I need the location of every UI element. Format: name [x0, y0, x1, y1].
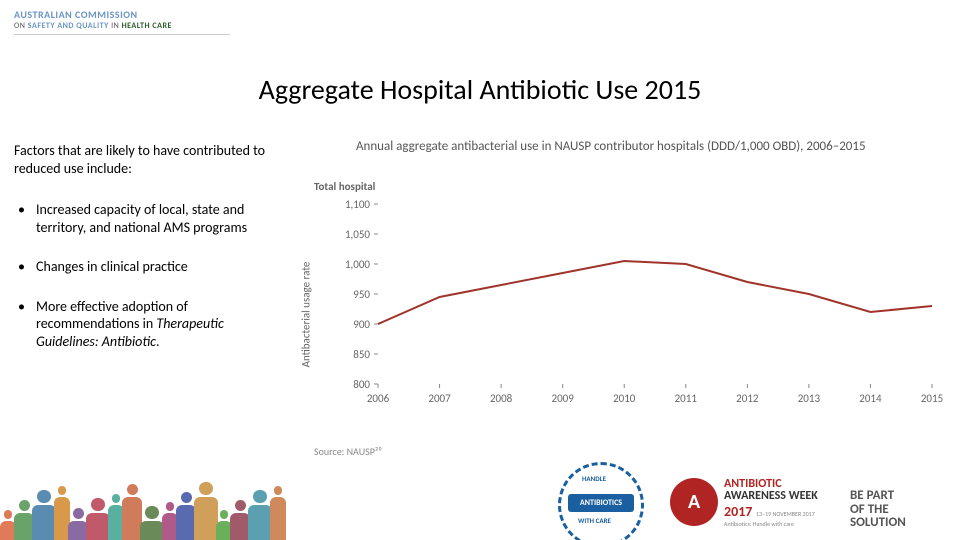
- bullet-item: Increased capacity of local, state and t…: [14, 201, 272, 236]
- person-icon: [270, 486, 286, 540]
- svg-text:2013: 2013: [798, 392, 821, 405]
- person-icon: [194, 482, 218, 540]
- person-icon: [140, 506, 164, 540]
- chart-subtitle: Total hospital: [314, 180, 375, 193]
- svg-text:1,100: 1,100: [345, 198, 370, 211]
- org-line1: AUSTRALIAN COMMISSION: [14, 8, 172, 21]
- handle-with-care-badge: HANDLE ANTIBIOTICS WITH CARE: [558, 468, 648, 536]
- slide: AUSTRALIAN COMMISSION ON SAFETY AND QUAL…: [0, 0, 960, 540]
- chart: Annual aggregate antibacterial use in NA…: [284, 138, 948, 458]
- week-text: ANTIBIOTIC AWARENESS WEEK 2017 13–19 NOV…: [724, 478, 818, 527]
- be-part-badge: BE PART OF THE SOLUTION: [850, 489, 946, 530]
- chart-svg: 800 850 900 950 1,000 1,050 1,100 2006 2007 2008 2…: [342, 198, 938, 408]
- svg-text:2014: 2014: [859, 392, 882, 405]
- svg-text:850: 850: [353, 348, 370, 361]
- slide-title: Aggregate Hospital Antibiotic Use 2015: [0, 72, 960, 107]
- svg-text:900: 900: [353, 318, 370, 331]
- svg-text:2007: 2007: [428, 392, 451, 405]
- svg-text:2008: 2008: [490, 392, 513, 405]
- svg-text:1,000: 1,000: [345, 258, 370, 271]
- chart-plot: 800 850 900 950 1,000 1,050 1,100 2006 2007 2008 2…: [342, 198, 938, 408]
- person-icon: [14, 500, 34, 540]
- person-icon: [122, 484, 142, 540]
- badge-top: HANDLE: [582, 474, 606, 483]
- person-icon: [32, 490, 56, 540]
- chart-source: Source: NAUSP²⁰: [314, 445, 382, 458]
- people-illustration: [0, 482, 480, 540]
- org-line2: ON SAFETY AND QUALITY IN HEALTH CARE: [14, 21, 172, 31]
- svg-text:1,050: 1,050: [345, 228, 370, 241]
- person-icon: [68, 508, 88, 540]
- awareness-week-badge: A ANTIBIOTIC AWARENESS WEEK 2017 13–19 N…: [670, 474, 840, 530]
- svg-text:2009: 2009: [552, 392, 575, 405]
- svg-text:950: 950: [353, 288, 370, 301]
- svg-text:2011: 2011: [675, 392, 698, 405]
- header-rule: [14, 34, 230, 35]
- person-icon: [86, 498, 110, 540]
- intro-text: Factors that are likely to have contribu…: [14, 142, 272, 177]
- svg-text:2015: 2015: [921, 392, 943, 405]
- left-column: Factors that are likely to have contribu…: [14, 142, 272, 372]
- footer: HANDLE ANTIBIOTICS WITH CARE A ANTIBIOTI…: [0, 468, 960, 540]
- person-icon: [176, 492, 196, 540]
- badge-bottom: WITH CARE: [578, 516, 611, 525]
- badge-ribbon: ANTIBIOTICS: [568, 494, 634, 512]
- svg-text:2010: 2010: [613, 392, 636, 405]
- bullet-item: Changes in clinical practice: [14, 258, 272, 276]
- org-logo: AUSTRALIAN COMMISSION ON SAFETY AND QUAL…: [14, 8, 172, 31]
- bullet-item: More effective adoption of recommendatio…: [14, 298, 272, 351]
- person-icon: [230, 500, 250, 540]
- svg-text:2006: 2006: [367, 392, 390, 405]
- svg-text:2012: 2012: [736, 392, 759, 405]
- person-icon: [248, 490, 272, 540]
- chart-title: Annual aggregate antibacterial use in NA…: [284, 138, 948, 156]
- bullet-list: Increased capacity of local, state and t…: [14, 201, 272, 350]
- week-mark-icon: A: [670, 478, 718, 526]
- y-axis-label: Antibacterial usage rate: [300, 245, 313, 385]
- svg-text:800: 800: [353, 378, 370, 391]
